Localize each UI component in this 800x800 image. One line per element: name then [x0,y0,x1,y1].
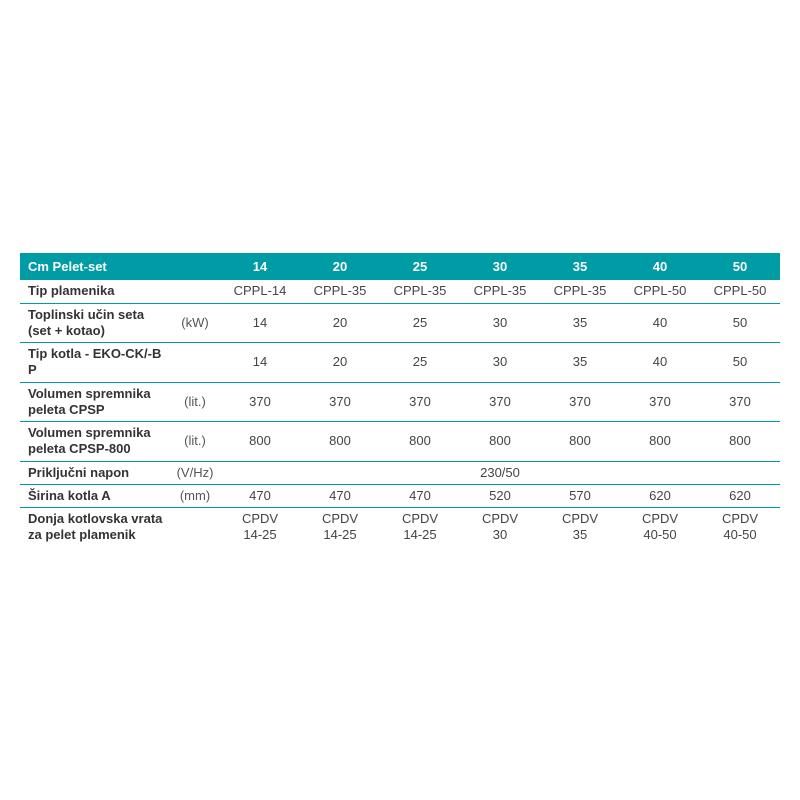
cell: 370 [220,382,300,422]
header-col: 14 [220,253,300,280]
header-col: 30 [460,253,540,280]
cell: CPDV 14-25 [300,508,380,547]
cell: 800 [300,422,380,462]
table-row: Priključni napon (V/Hz) 230/50 [20,461,780,484]
cell: 800 [380,422,460,462]
cell: 520 [460,484,540,507]
cell: CPPL-35 [540,280,620,303]
cell: 570 [540,484,620,507]
cell: 470 [300,484,380,507]
row-label: Toplinski učin seta (set + kotao) [20,303,170,343]
cell: CPDV 30 [460,508,540,547]
cell: 35 [540,303,620,343]
table-row: Toplinski učin seta (set + kotao) (kW) 1… [20,303,780,343]
spec-table-container: Cm Pelet-set 14 20 25 30 35 40 50 Tip pl… [20,253,780,546]
cell: 30 [460,303,540,343]
row-label: Volumen spremnika peleta CPSP-800 [20,422,170,462]
header-col: 40 [620,253,700,280]
cell: 800 [460,422,540,462]
cell: 40 [620,343,700,383]
cell: 50 [700,343,780,383]
header-col: 50 [700,253,780,280]
cell: CPPL-50 [700,280,780,303]
cell: 370 [460,382,540,422]
row-unit: (lit.) [170,422,220,462]
cell: 370 [700,382,780,422]
cell: CPDV 14-25 [380,508,460,547]
cell: 470 [380,484,460,507]
cell: 620 [620,484,700,507]
cell: 20 [300,343,380,383]
cell: CPDV 40-50 [700,508,780,547]
cell: 370 [300,382,380,422]
cell: 800 [540,422,620,462]
cell: CPPL-50 [620,280,700,303]
cell: 800 [620,422,700,462]
cell: 50 [700,303,780,343]
cell: 800 [700,422,780,462]
cell: CPPL-35 [460,280,540,303]
cell: CPDV 14-25 [220,508,300,547]
header-row: Cm Pelet-set 14 20 25 30 35 40 50 [20,253,780,280]
cell-span: 230/50 [220,461,780,484]
cell: 25 [380,303,460,343]
cell: 30 [460,343,540,383]
table-body: Tip plamenika CPPL-14 CPPL-35 CPPL-35 CP… [20,280,780,546]
cell: 40 [620,303,700,343]
cell: 620 [700,484,780,507]
cell: CPDV 40-50 [620,508,700,547]
header-col: 35 [540,253,620,280]
cell: 35 [540,343,620,383]
cell: CPPL-35 [300,280,380,303]
row-unit: (lit.) [170,382,220,422]
row-unit [170,280,220,303]
table-row: Širina kotla A (mm) 470 470 470 520 570 … [20,484,780,507]
header-col: 25 [380,253,460,280]
row-unit: (kW) [170,303,220,343]
header-title: Cm Pelet-set [20,253,220,280]
table-row: Volumen spremnika peleta CPSP-800 (lit.)… [20,422,780,462]
table-row: Tip plamenika CPPL-14 CPPL-35 CPPL-35 CP… [20,280,780,303]
row-unit [170,343,220,383]
cell: CPPL-14 [220,280,300,303]
cell: 470 [220,484,300,507]
cell: 14 [220,303,300,343]
row-label: Priključni napon [20,461,170,484]
row-label: Tip kotla - EKO-CK/-B P [20,343,170,383]
row-label: Širina kotla A [20,484,170,507]
row-unit [170,508,220,547]
cell: 370 [380,382,460,422]
header-col: 20 [300,253,380,280]
cell: 370 [540,382,620,422]
table-row: Tip kotla - EKO-CK/-B P 14 20 25 30 35 4… [20,343,780,383]
row-label: Volumen spremnika peleta CPSP [20,382,170,422]
table-row: Donja kotlovska vrata za pelet plamenik … [20,508,780,547]
row-label: Donja kotlovska vrata za pelet plamenik [20,508,170,547]
row-unit: (V/Hz) [170,461,220,484]
cell: 370 [620,382,700,422]
row-unit: (mm) [170,484,220,507]
table-row: Volumen spremnika peleta CPSP (lit.) 370… [20,382,780,422]
spec-table: Cm Pelet-set 14 20 25 30 35 40 50 Tip pl… [20,253,780,546]
cell: CPPL-35 [380,280,460,303]
cell: 800 [220,422,300,462]
cell: 20 [300,303,380,343]
row-label: Tip plamenika [20,280,170,303]
cell: CPDV 35 [540,508,620,547]
cell: 25 [380,343,460,383]
cell: 14 [220,343,300,383]
